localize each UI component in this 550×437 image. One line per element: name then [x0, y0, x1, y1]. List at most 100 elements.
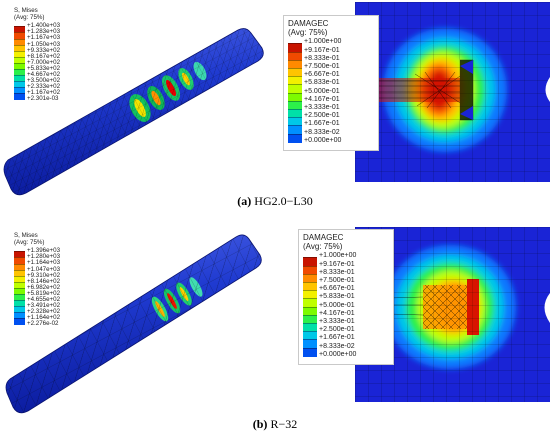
legend-swatch	[288, 84, 302, 94]
panel-caption-a: HG2.0−L30	[254, 194, 313, 208]
legend-value: +0.000e+00	[319, 350, 357, 358]
legend-swatch	[14, 32, 25, 40]
legend-swatch	[14, 281, 25, 289]
legend-swatch	[14, 300, 25, 308]
legend-value: +2.500e-01	[319, 326, 355, 334]
damage-contour-a	[355, 2, 550, 182]
legend-value: +2.276e-02	[27, 320, 59, 328]
legend-value: +1.167e+02	[27, 89, 61, 97]
legend-swatch	[14, 306, 25, 314]
legend-value: +8.333e-01	[304, 54, 340, 62]
legend-swatch	[288, 109, 302, 119]
legend-swatch	[303, 339, 317, 349]
legend-swatch	[14, 69, 25, 77]
legend-value: +0.000e+00	[304, 136, 342, 144]
legend-value: +2.500e-01	[304, 112, 340, 120]
damage-legend-title: DAMAGEC (Avg: 75%)	[303, 233, 344, 252]
legend-value: +4.167e-01	[304, 95, 340, 103]
legend-swatch	[288, 51, 302, 61]
legend-swatch	[303, 347, 317, 357]
legend-swatch	[303, 257, 317, 267]
legend-value: +4.655e+02	[27, 296, 61, 304]
legend-value: +6.982e+02	[27, 283, 61, 291]
legend-swatch	[288, 117, 302, 127]
legend-value: +1.047e+03	[27, 265, 61, 273]
legend-value: +9.167e-01	[319, 260, 355, 268]
stress-legend-scale: +1.400e+03 +1.283e+03 +1.167e+03 +1.050e+03…	[14, 22, 94, 105]
legend-swatch	[14, 251, 25, 259]
legend-value: +1.667e-01	[304, 120, 340, 128]
legend-swatch	[14, 50, 25, 58]
legend-swatch	[303, 290, 317, 300]
legend-value: +8.333e-01	[319, 268, 355, 276]
legend-value: +6.667e-01	[319, 285, 355, 293]
legend-swatch	[288, 100, 302, 111]
legend-value: +7.000e+02	[27, 58, 61, 66]
tube-model-a	[3, 28, 264, 196]
legend-swatch	[14, 312, 25, 320]
legend-swatch	[14, 44, 25, 52]
legend-value: +9.310e+02	[27, 271, 61, 279]
legend-swatch	[303, 314, 317, 325]
legend-value: +5.000e-01	[319, 301, 355, 309]
legend-value: +1.167e+03	[27, 34, 61, 42]
legend-value: +5.833e-01	[319, 293, 355, 301]
legend-swatch	[303, 282, 317, 292]
legend-swatch	[14, 287, 25, 295]
legend-swatch	[288, 76, 302, 86]
legend-swatch	[288, 59, 302, 70]
legend-value: +3.333e-01	[319, 317, 355, 325]
legend-value: +8.167e+02	[27, 52, 61, 60]
damage-legend-scale: +1.000e+00 +9.167e-01 +8.333e-01 +7.500e-01…	[303, 252, 389, 361]
legend-value: +8.333e-02	[319, 342, 355, 350]
damage-contour-b	[354, 227, 550, 402]
stress-legend-a: S, Mises (Avg: 75%) +1.400e+03 +1.283e+03…	[14, 7, 94, 105]
legend-swatch	[288, 43, 302, 53]
legend-value: +4.167e-01	[319, 309, 355, 317]
panel-a: S, Mises (Avg: 75%) +1.400e+03 +1.283e+03…	[0, 0, 550, 218]
legend-value: +3.333e-01	[304, 103, 340, 111]
legend-value: +9.333e+02	[27, 46, 61, 54]
legend-swatch	[14, 269, 25, 277]
damage-legend-a: DAMAGEC (Avg: 75%) +1.000e+00 +9.167e-01 +…	[283, 15, 379, 152]
legend-value: +1.280e+03	[27, 253, 61, 261]
legend-value: +1.000e+00	[319, 252, 357, 260]
legend-swatch	[14, 38, 25, 46]
legend-value: +8.146e+02	[27, 277, 61, 285]
legend-swatch	[288, 68, 302, 78]
panel-caption-b: R−32	[270, 417, 298, 431]
legend-value: +4.667e+02	[27, 71, 61, 79]
legend-swatch	[303, 298, 317, 308]
legend-value: +5.833e-01	[304, 79, 340, 87]
damage-legend-scale: +1.000e+00 +9.167e-01 +8.333e-01 +7.500e-01…	[288, 38, 374, 147]
caption-b: (b) R−32	[0, 417, 550, 432]
crack-lines-a	[375, 59, 474, 121]
legend-swatch	[14, 81, 25, 89]
legend-swatch	[14, 87, 25, 95]
damage-legend-title: DAMAGEC (Avg: 75%)	[288, 19, 329, 38]
legend-value: +1.164e+02	[27, 314, 61, 322]
legend-value: +2.333e+02	[27, 83, 61, 91]
legend-swatch	[288, 133, 302, 143]
legend-swatch	[303, 306, 317, 316]
legend-swatch	[14, 294, 25, 302]
tube-model-b	[5, 234, 262, 414]
legend-value: +1.000e+00	[304, 38, 342, 46]
stress-legend-scale: +1.396e+03 +1.280e+03 +1.164e+03 +1.047e+03…	[14, 247, 94, 330]
legend-swatch	[14, 75, 25, 83]
legend-swatch	[303, 331, 317, 341]
caption-a: (a) HG2.0−L30	[0, 194, 550, 209]
panel-b: S, Mises (Avg: 75%) +1.396e+03 +1.280e+03…	[0, 219, 550, 437]
legend-swatch	[14, 62, 25, 70]
legend-swatch	[14, 56, 25, 64]
legend-value: +1.667e-01	[319, 334, 355, 342]
legend-value: +3.500e+02	[27, 77, 61, 85]
legend-swatch	[303, 323, 317, 333]
legend-value: +5.833e+02	[27, 64, 61, 72]
legend-swatch	[288, 125, 302, 135]
legend-value: +1.164e+03	[27, 259, 61, 267]
legend-value: +3.491e+02	[27, 302, 61, 310]
legend-value: +1.283e+03	[27, 28, 61, 36]
legend-swatch	[14, 263, 25, 271]
legend-value: +7.500e-01	[319, 276, 355, 284]
